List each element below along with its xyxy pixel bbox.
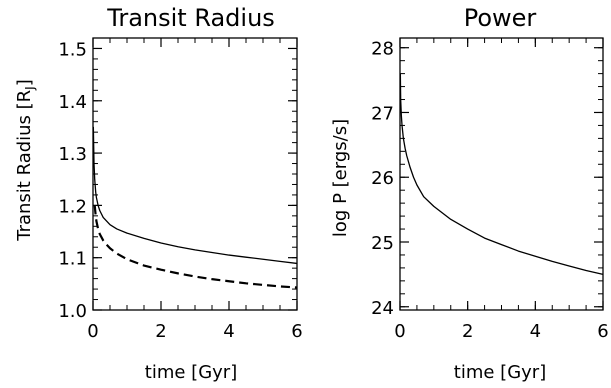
- x-tick-label: 6: [291, 321, 302, 342]
- panel-power: Power log P [ergs/s] time [Gyr] 0 2 4 62425…: [330, 4, 609, 383]
- chart-title: Power: [464, 4, 537, 32]
- x-tick-label: 4: [223, 321, 234, 342]
- x-tick-label: 2: [462, 321, 473, 342]
- y-tick-label: 1.1: [58, 249, 87, 270]
- series-line-solid: [399, 73, 604, 276]
- y-tick-label: 1.5: [58, 39, 87, 60]
- y-tick-label: 26: [371, 168, 394, 189]
- y-axis-label-main: Transit Radius [R: [14, 90, 35, 242]
- y-axis-label-close: ]: [14, 79, 35, 86]
- plot-frame: [399, 37, 604, 311]
- x-tick-label: 0: [87, 321, 98, 342]
- x-axis-label: time [Gyr]: [454, 362, 546, 383]
- y-tick-label: 1.4: [58, 92, 87, 113]
- y-tick-label: 1.3: [58, 144, 87, 165]
- y-tick-label: 27: [371, 103, 394, 124]
- svg-text:Transit Radius [RJ]: Transit Radius [RJ]: [14, 79, 37, 242]
- y-axis-label-subscript: J: [23, 86, 37, 91]
- x-tick-label: 6: [597, 321, 608, 342]
- x-tick-label: 4: [530, 321, 541, 342]
- x-axis-label: time [Gyr]: [145, 362, 237, 383]
- y-tick-label: 1.2: [58, 196, 87, 217]
- y-tick-label: 25: [371, 233, 394, 254]
- y-tick-label: 24: [371, 298, 394, 319]
- chart-title: Transit Radius: [106, 4, 275, 32]
- y-axis-label: log P [ergs/s]: [330, 119, 351, 237]
- panel-transit-radius: Transit Radius Transit Radius [RJ] time …: [14, 4, 303, 383]
- x-tick-label: 0: [394, 321, 405, 342]
- y-tick-label: 1.0: [58, 301, 87, 322]
- y-tick-label: 28: [371, 39, 394, 60]
- plot-frame: [92, 37, 298, 311]
- series-line-solid: [92, 126, 298, 265]
- y-axis-label: Transit Radius [RJ]: [14, 79, 37, 242]
- series-line-dashed: [93, 205, 298, 289]
- x-tick-label: 2: [155, 321, 166, 342]
